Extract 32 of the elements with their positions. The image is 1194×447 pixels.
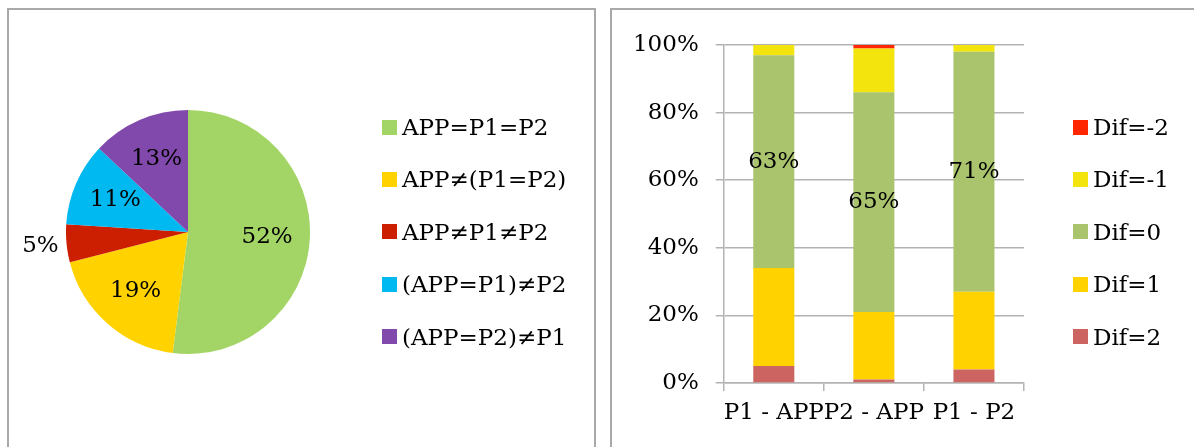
- bar: [953, 291, 995, 370]
- data-label: 11%: [89, 185, 141, 212]
- y-tick-label: 20%: [647, 300, 699, 327]
- legend-label: Dif=-1: [1093, 166, 1169, 193]
- y-tick-label: 80%: [647, 97, 699, 124]
- bar: [753, 45, 795, 56]
- legend-label: Dif=0: [1093, 218, 1162, 246]
- legend-label: APP≠(P1=P2): [402, 166, 567, 193]
- bar: [853, 311, 895, 380]
- x-tick-label: P1 - P2: [932, 398, 1016, 425]
- legend-label: (APP=P2)≠P1: [402, 323, 567, 350]
- legend-label: (APP=P1)≠P2: [402, 271, 567, 298]
- y-tick-label: 0%: [662, 367, 699, 394]
- data-label: 52%: [241, 221, 293, 248]
- y-tick-label: 60%: [647, 165, 699, 192]
- x-tick-label: P1 - APP: [723, 398, 824, 425]
- legend-label: APP≠P1≠P2: [402, 218, 549, 246]
- bar: [753, 366, 795, 383]
- bar: [953, 369, 995, 383]
- legend-label: Dif=2: [1093, 323, 1162, 350]
- legend-label: Dif=-2: [1093, 113, 1169, 141]
- x-tick-label: P2 - APP: [823, 398, 924, 425]
- legend-label: APP=P1=P2: [402, 113, 549, 141]
- y-tick-label: 40%: [647, 232, 699, 259]
- y-tick-label: 100%: [632, 29, 699, 56]
- bar: [853, 48, 895, 93]
- data-label: 13%: [130, 144, 183, 171]
- bar: [753, 268, 795, 367]
- bar: [953, 45, 995, 52]
- data-label: 5%: [22, 230, 59, 257]
- legend-label: Dif=1: [1093, 271, 1162, 298]
- data-label: 19%: [110, 276, 162, 303]
